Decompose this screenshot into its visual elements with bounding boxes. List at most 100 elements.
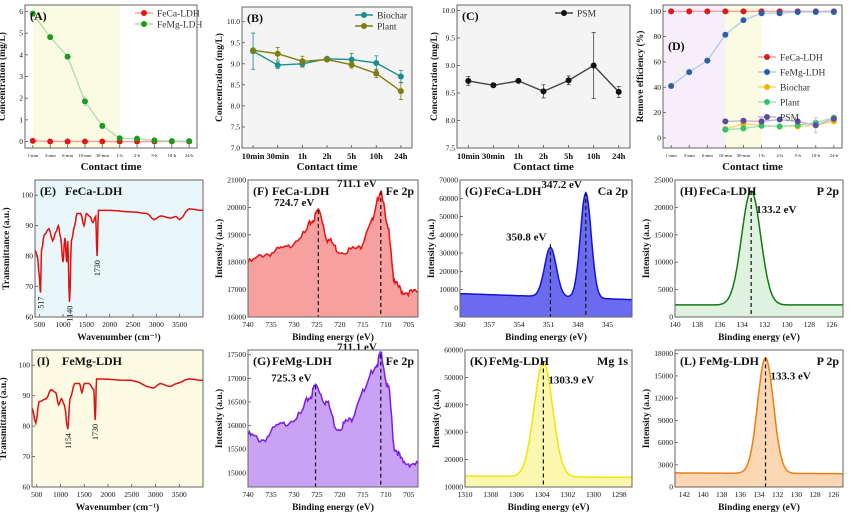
x-tick-label: 24-h	[185, 153, 194, 158]
x-tick-label: 1308	[483, 490, 498, 499]
legend-label: FeCa-LDH	[157, 10, 200, 20]
y-tick-label: 20000	[444, 455, 463, 464]
x-axis-label: Contact time	[81, 161, 142, 173]
x-tick-label: 1304	[535, 490, 550, 499]
y-tick-label: 0	[657, 133, 661, 142]
data-point	[348, 61, 355, 68]
data-point	[758, 10, 765, 17]
y-tick-label: 7.5	[446, 144, 456, 153]
spectrum-line	[675, 190, 843, 306]
orbital-label: P 2p	[817, 354, 840, 368]
data-point	[812, 122, 819, 129]
y-tick-label: 60000	[439, 194, 458, 203]
y-tick-label: 40000	[444, 400, 463, 409]
y-tick-label: 6000	[658, 438, 673, 447]
y-tick-label: 60	[26, 313, 34, 322]
orbital-label: P 2p	[817, 184, 840, 198]
data-point	[47, 34, 54, 41]
legend-marker	[764, 84, 770, 90]
y-tick-label: 70000	[439, 176, 458, 185]
y-tick-label: 30000	[444, 428, 463, 437]
legend-marker	[141, 10, 147, 16]
plot-frame	[459, 179, 633, 318]
orbital-label: Fe 2p	[386, 354, 415, 368]
y-tick-label: 50000	[444, 373, 463, 382]
x-tick-label: 30-min	[737, 153, 751, 158]
data-point	[794, 8, 801, 15]
orbital-label: Mg 1s	[597, 354, 628, 368]
data-point	[168, 138, 175, 145]
data-point	[740, 117, 747, 124]
x-tick-label: 140	[697, 490, 709, 499]
x-tick-label: 128	[809, 490, 821, 499]
x-tick-label: 710	[380, 320, 392, 329]
spectrum-fill	[465, 362, 632, 487]
data-point	[722, 8, 729, 15]
panel-c: 7.5 8.0 8.5 9.0 9.5 10.0 10min 30min 1h 2h 5h 10h 24…	[429, 4, 631, 173]
y-tick-label: 6	[19, 7, 23, 16]
panel-label: (I)	[37, 354, 50, 368]
x-tick-label: 1h	[514, 151, 523, 161]
legend-marker	[764, 99, 770, 105]
y-tick-label: 8.0	[231, 101, 241, 110]
x-tick-label: 3-min	[45, 153, 57, 158]
plot-frame	[464, 349, 633, 488]
y-tick-label: 17000	[227, 374, 246, 383]
x-tick-label: 130	[781, 320, 793, 329]
x-tick-label: 128	[804, 320, 816, 329]
x-axis-label: Wavenumber (cm⁻¹)	[77, 332, 160, 343]
x-tick-label: 1-h	[117, 153, 124, 158]
legend-marker	[361, 23, 367, 29]
data-point	[29, 10, 36, 17]
x-tick-label: 10h	[370, 151, 384, 161]
panel-label: (H)	[680, 184, 697, 198]
data-point	[116, 135, 123, 142]
sample-label: FeCa-LDH	[272, 184, 330, 198]
data-point	[186, 138, 193, 145]
x-tick-label: 2000	[101, 490, 116, 499]
spectrum-fill	[675, 357, 843, 487]
x-tick-label: 10-min	[78, 153, 92, 158]
spectrum-fill	[460, 193, 632, 317]
data-point	[704, 57, 711, 64]
x-tick-label: 715	[357, 490, 369, 499]
y-tick-label: 0	[454, 303, 458, 312]
x-tick-label: 140	[669, 320, 681, 329]
y-tick-label: 10000	[654, 258, 673, 267]
y-tick-label: 17500	[227, 350, 246, 359]
x-tick-label: 142	[679, 490, 691, 499]
shaded-region	[32, 5, 120, 148]
panel-k: 10000 20000 30000 40000 50000 60000 1310 1308 13…	[431, 346, 633, 513]
x-tick-label: 2-h	[777, 153, 784, 158]
x-tick-label: 705	[403, 490, 415, 499]
plot-background	[457, 5, 630, 148]
y-tick-label: 50000	[439, 212, 458, 221]
sample-label: FeMg-LDH	[489, 354, 550, 368]
x-tick-label: 3000	[148, 490, 163, 499]
data-point	[373, 59, 380, 66]
y-tick-label: 60	[654, 57, 662, 66]
x-tick-label: 1-min	[666, 153, 678, 158]
data-point	[565, 77, 572, 84]
y-tick-label: 20000	[654, 203, 673, 212]
data-point	[540, 88, 547, 95]
x-tick-label: 740	[242, 490, 254, 499]
y-axis-label: Intensity (a.u.)	[426, 219, 437, 278]
y-tick-label: 15000	[654, 371, 673, 380]
x-tick-label: 2h	[539, 151, 548, 161]
data-point	[81, 138, 88, 145]
y-axis-label: Intensity (a.u.)	[431, 389, 442, 448]
y-tick-label: 100	[650, 7, 662, 16]
peak-label: 711.1 eV	[337, 178, 377, 190]
data-point	[590, 62, 597, 69]
data-point	[776, 10, 783, 17]
x-tick-label: 1300	[586, 490, 601, 499]
plot-background	[35, 180, 203, 317]
y-axis-label: Intensity (a.u.)	[641, 389, 652, 448]
y-tick-label: 40	[654, 83, 662, 92]
data-point	[99, 138, 106, 145]
y-tick-label: 0	[669, 483, 673, 492]
x-tick-label: 1302	[560, 490, 575, 499]
